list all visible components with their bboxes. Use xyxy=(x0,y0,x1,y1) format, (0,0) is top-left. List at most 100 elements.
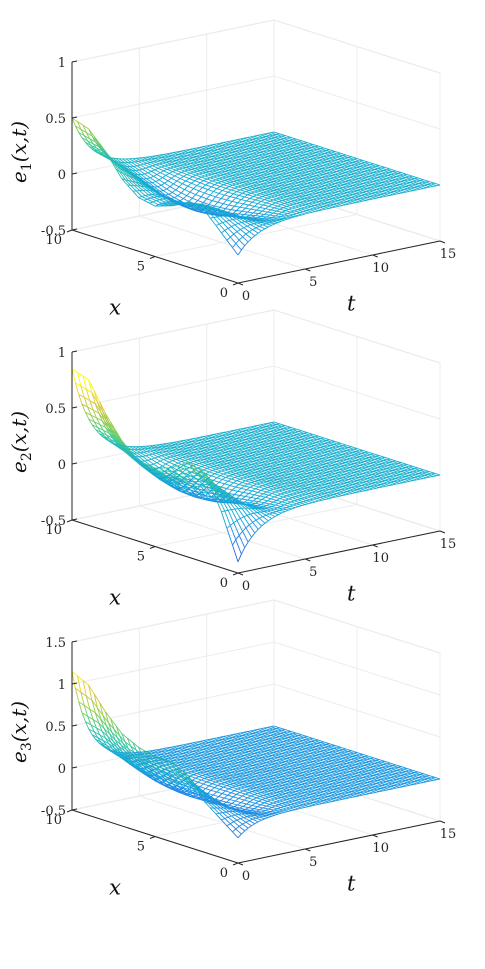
mesh-segment xyxy=(328,184,335,188)
mesh-segment xyxy=(219,222,223,225)
mesh-segment xyxy=(349,167,354,170)
mesh-segment xyxy=(338,181,342,184)
mesh-segment xyxy=(307,206,314,210)
mesh-segment xyxy=(223,473,230,477)
mesh-segment xyxy=(273,180,278,183)
mesh-segment xyxy=(391,173,395,176)
mesh-segment xyxy=(230,471,236,475)
mesh-segment xyxy=(278,135,282,138)
mesh-segment xyxy=(241,143,245,146)
mesh-segment xyxy=(390,183,397,186)
mesh-segment xyxy=(229,236,237,244)
mesh-segment xyxy=(420,184,425,187)
mesh-segment xyxy=(259,224,263,227)
mesh-segment xyxy=(299,160,304,163)
mesh-segment xyxy=(247,168,251,171)
mesh-segment xyxy=(293,185,300,189)
mesh-segment xyxy=(271,178,276,180)
mesh-segment xyxy=(220,475,226,478)
mesh-segment xyxy=(229,175,233,177)
mesh-segment xyxy=(366,172,371,175)
mesh-segment xyxy=(295,206,302,210)
mesh-segment xyxy=(303,191,308,194)
mesh-segment xyxy=(243,169,250,173)
mesh-segment xyxy=(253,217,258,220)
mesh-segment xyxy=(283,195,287,198)
mesh-segment xyxy=(303,183,310,187)
mesh-segment xyxy=(260,200,267,204)
mesh-segment xyxy=(354,187,361,191)
mesh-segment xyxy=(267,187,272,190)
mesh-segment xyxy=(409,190,414,192)
mesh-segment xyxy=(333,203,340,207)
mesh-segment xyxy=(318,200,323,202)
mesh-segment xyxy=(294,168,300,171)
mesh-segment xyxy=(234,224,241,230)
mesh-segment xyxy=(428,181,435,184)
mesh-segment xyxy=(228,201,233,206)
mesh-segment xyxy=(300,142,304,145)
mesh-segment xyxy=(236,156,243,160)
mesh-segment xyxy=(283,178,288,180)
mesh-segment xyxy=(225,186,230,189)
mesh-segment xyxy=(227,228,235,235)
mesh-segment xyxy=(294,199,298,202)
mesh-segment xyxy=(209,152,214,155)
mesh-segment xyxy=(344,166,351,170)
mesh-segment xyxy=(326,196,333,200)
mesh-segment xyxy=(240,179,247,183)
mesh-segment xyxy=(262,136,267,138)
mesh-segment xyxy=(290,136,297,140)
mesh-segment xyxy=(234,154,241,158)
mesh-segment xyxy=(350,199,354,202)
mesh-segment xyxy=(191,150,196,153)
mesh-segment xyxy=(215,178,220,181)
mesh-segment xyxy=(243,188,250,191)
mesh-segment xyxy=(293,194,300,198)
mesh-segment xyxy=(218,154,225,158)
mesh-segment xyxy=(335,205,340,208)
mesh-segment xyxy=(429,185,434,188)
mesh-segment xyxy=(316,497,323,501)
mesh-segment xyxy=(276,188,281,191)
mesh-segment xyxy=(312,160,316,163)
mesh-segment xyxy=(269,166,274,169)
mesh-segment xyxy=(265,484,272,487)
mesh-segment xyxy=(226,150,233,153)
mesh-segment xyxy=(186,195,193,199)
mesh-segment xyxy=(179,159,186,163)
mesh-segment xyxy=(191,159,198,163)
mesh-segment xyxy=(291,207,298,211)
mesh-segment xyxy=(148,194,155,198)
mesh-segment xyxy=(270,155,277,159)
mesh-segment xyxy=(268,193,273,195)
mesh-segment xyxy=(165,175,172,179)
mesh-segment xyxy=(213,167,220,170)
mesh-segment xyxy=(248,204,255,207)
mesh-segment xyxy=(292,148,299,151)
mesh-segment xyxy=(238,176,244,180)
mesh-segment xyxy=(299,502,306,506)
mesh-segment xyxy=(297,208,302,211)
mesh-segment xyxy=(267,164,271,166)
mesh-segment xyxy=(153,196,160,201)
mesh-segment xyxy=(340,175,347,179)
mesh-segment xyxy=(261,189,267,193)
mesh-segment xyxy=(258,213,265,215)
mesh-segment xyxy=(229,175,235,179)
mesh-segment xyxy=(362,167,366,170)
mesh-segment xyxy=(148,193,152,196)
mesh-segment xyxy=(219,467,225,471)
mesh-segment xyxy=(267,146,272,149)
mesh-segment xyxy=(296,185,303,188)
mesh-segment xyxy=(300,184,307,188)
mesh-segment xyxy=(294,158,298,161)
mesh-segment xyxy=(254,191,261,195)
mesh-segment xyxy=(209,170,213,173)
mesh-segment xyxy=(307,496,314,500)
mesh-segment xyxy=(290,211,297,214)
mesh-segment xyxy=(322,159,329,163)
mesh-segment xyxy=(152,181,156,184)
mesh-segment xyxy=(149,189,156,195)
mesh-segment xyxy=(214,182,219,186)
